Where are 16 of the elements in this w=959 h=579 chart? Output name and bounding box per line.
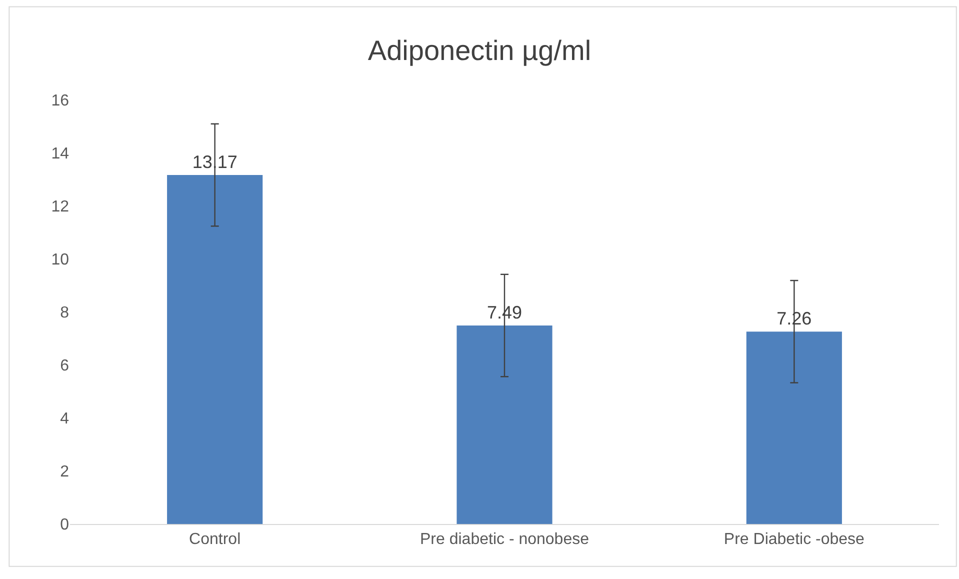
chart-title: Adiponectin µg/ml [368, 35, 592, 66]
bar [456, 326, 552, 524]
y-tick-label: 10 [51, 252, 70, 269]
y-tick-label: 14 [51, 146, 70, 163]
bar [746, 332, 842, 524]
y-tick-label: 12 [51, 198, 70, 216]
x-tick-label: Pre Diabetic -obese [724, 531, 865, 548]
y-tick-label: 8 [60, 304, 70, 322]
bar [167, 175, 263, 524]
y-tick-label: 0 [60, 516, 70, 534]
y-tick-label: 2 [60, 464, 70, 481]
y-tick-label: 6 [60, 358, 70, 375]
y-tick-label: 4 [60, 410, 70, 428]
x-tick-label: Control [189, 531, 241, 548]
y-tick-label: 16 [51, 92, 70, 110]
x-tick-label: Pre diabetic - nonobese [420, 531, 590, 548]
